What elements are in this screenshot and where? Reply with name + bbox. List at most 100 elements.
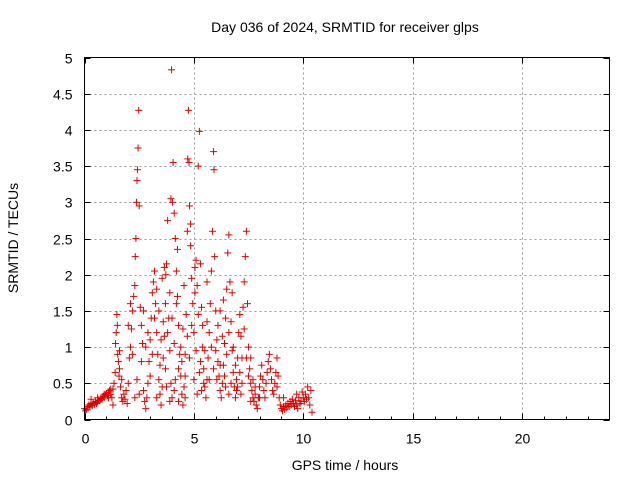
- data-point: [231, 361, 239, 369]
- data-point: [294, 405, 302, 413]
- x-tick-label: 5: [191, 431, 199, 447]
- data-point: [237, 332, 245, 340]
- data-point: [227, 318, 235, 326]
- data-point: [245, 343, 253, 351]
- data-point: [142, 343, 150, 351]
- data-point: [264, 358, 272, 366]
- data-point: [236, 368, 244, 376]
- data-point: [210, 365, 218, 373]
- data-point: [170, 387, 178, 395]
- data-point: [271, 379, 279, 387]
- data-points: [81, 66, 316, 416]
- data-point: [110, 379, 118, 387]
- data-point: [169, 158, 177, 166]
- data-point: [214, 358, 222, 366]
- data-point: [120, 390, 128, 398]
- data-point: [210, 148, 218, 156]
- data-point: [195, 127, 203, 135]
- data-point: [231, 394, 239, 402]
- data-point: [263, 368, 271, 376]
- data-point: [195, 368, 203, 376]
- data-point: [168, 66, 176, 74]
- data-point: [196, 358, 204, 366]
- data-point: [133, 198, 141, 206]
- data-point: [212, 347, 220, 355]
- data-point: [172, 300, 180, 308]
- data-point: [159, 354, 167, 362]
- data-point: [307, 387, 315, 395]
- data-point: [155, 307, 163, 315]
- data-point: [153, 329, 161, 337]
- y-tick-label: 5: [65, 51, 73, 67]
- data-point: [223, 285, 231, 293]
- data-point: [161, 300, 169, 308]
- data-point: [194, 162, 202, 170]
- data-point: [207, 343, 215, 351]
- data-point: [225, 390, 233, 398]
- data-point: [269, 387, 277, 395]
- data-point: [193, 390, 201, 398]
- data-point: [113, 321, 121, 329]
- data-point: [191, 263, 199, 271]
- data-point: [144, 329, 152, 337]
- data-point: [237, 390, 245, 398]
- data-point: [242, 227, 250, 235]
- data-point: [238, 379, 246, 387]
- data-point: [180, 282, 188, 290]
- data-point: [149, 278, 157, 286]
- y-tick-label: 4.5: [53, 87, 73, 103]
- data-point: [240, 278, 248, 286]
- data-point: [247, 354, 255, 362]
- data-point: [260, 387, 268, 395]
- data-point: [246, 365, 254, 373]
- data-point: [216, 387, 224, 395]
- grid-lines: [84, 57, 610, 420]
- data-point: [258, 361, 266, 369]
- data-point: [118, 376, 126, 384]
- data-point: [184, 106, 192, 114]
- data-point: [180, 383, 188, 391]
- data-point: [136, 303, 144, 311]
- data-point: [288, 395, 296, 403]
- data-point: [181, 372, 189, 380]
- data-point: [213, 336, 221, 344]
- data-point: [280, 394, 288, 402]
- data-point: [211, 253, 219, 261]
- data-point: [168, 394, 176, 402]
- data-point: [240, 325, 248, 333]
- data-point: [94, 394, 102, 402]
- data-point: [199, 321, 207, 329]
- data-point: [193, 282, 201, 290]
- data-point: [221, 339, 228, 347]
- data-point: [166, 347, 174, 355]
- data-point: [82, 407, 90, 415]
- data-point: [184, 155, 192, 163]
- data-point: [133, 376, 141, 384]
- data-point: [223, 350, 231, 358]
- data-point: [201, 383, 209, 391]
- y-tick-label: 2: [65, 268, 73, 284]
- data-point: [117, 383, 125, 391]
- data-point: [167, 195, 175, 203]
- data-point: [114, 358, 122, 366]
- data-point: [239, 303, 247, 311]
- data-point: [141, 397, 149, 405]
- data-point: [123, 400, 131, 408]
- data-point: [93, 400, 101, 408]
- data-point: [187, 242, 195, 250]
- data-point: [192, 256, 200, 264]
- data-point: [252, 401, 260, 409]
- data-point: [181, 394, 189, 402]
- data-point: [172, 267, 180, 275]
- data-point: [187, 220, 195, 228]
- data-point: [107, 385, 115, 393]
- data-point: [133, 177, 141, 185]
- data-point: [262, 379, 270, 387]
- data-point: [194, 311, 202, 319]
- chart-title: Day 036 of 2024, SRMTID for receiver glp…: [211, 19, 479, 35]
- data-point: [305, 394, 313, 402]
- data-point: [228, 289, 236, 297]
- data-point: [112, 329, 120, 337]
- data-point: [304, 383, 312, 391]
- data-point: [186, 354, 193, 362]
